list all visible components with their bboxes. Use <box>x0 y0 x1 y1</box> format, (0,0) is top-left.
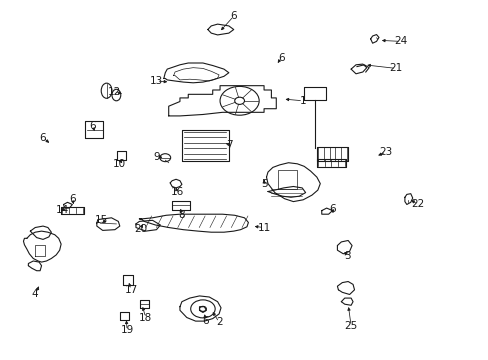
Text: 8: 8 <box>178 210 185 220</box>
Text: 6: 6 <box>69 194 76 204</box>
Text: 12: 12 <box>108 87 122 97</box>
Text: 9: 9 <box>153 152 160 162</box>
Text: 5: 5 <box>260 179 267 189</box>
Text: 24: 24 <box>393 36 407 46</box>
Text: 17: 17 <box>124 285 138 295</box>
Text: 13: 13 <box>149 76 163 86</box>
Text: 23: 23 <box>379 147 392 157</box>
Text: 10: 10 <box>113 159 126 169</box>
Text: 22: 22 <box>410 199 424 210</box>
Text: 4: 4 <box>32 289 39 300</box>
Text: 14: 14 <box>56 204 69 215</box>
Text: 6: 6 <box>328 204 335 214</box>
Text: 11: 11 <box>257 222 270 233</box>
Text: 20: 20 <box>134 224 147 234</box>
Text: 1: 1 <box>299 96 306 106</box>
Text: 2: 2 <box>215 317 222 327</box>
Text: 19: 19 <box>120 325 134 336</box>
Text: 6: 6 <box>202 316 208 326</box>
Text: 16: 16 <box>170 186 183 197</box>
Text: 6: 6 <box>277 53 284 63</box>
Text: 21: 21 <box>388 63 402 73</box>
Text: 15: 15 <box>95 215 108 225</box>
Text: 6: 6 <box>40 132 46 143</box>
Text: 7: 7 <box>226 140 233 150</box>
Text: 18: 18 <box>139 312 152 323</box>
Text: 25: 25 <box>344 321 357 331</box>
Text: 3: 3 <box>343 251 350 261</box>
Text: 6: 6 <box>89 121 96 131</box>
Text: 6: 6 <box>230 11 237 21</box>
